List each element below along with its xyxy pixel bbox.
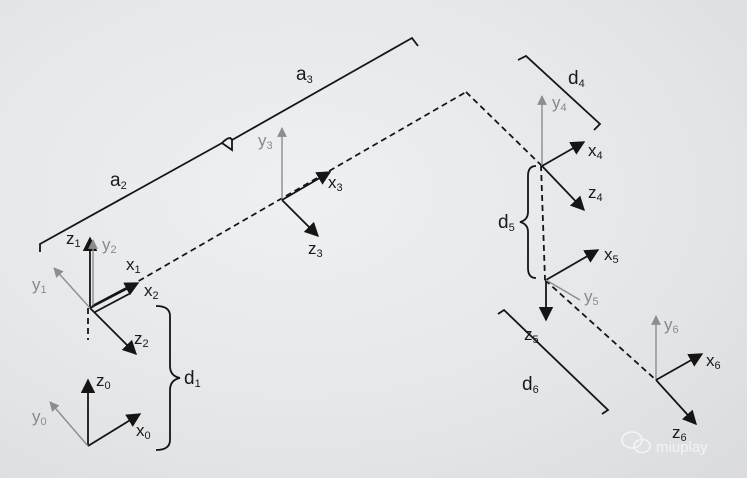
a2-a3-brace [39,36,419,252]
z3-axis [281,199,320,238]
label-z0: z0 [96,371,111,392]
label-x6: x6 [706,351,721,372]
label-z6: z6 [672,423,687,444]
d1-brace [155,305,181,451]
label-y1: y1 [32,275,47,296]
a2-a3-join [221,137,233,144]
link-1-2b [94,293,130,313]
label-z3: z3 [308,239,323,260]
frame-3 [277,127,332,238]
x4-axis [541,141,586,167]
d4-brace [517,54,602,131]
x6-axis [655,353,704,381]
label-z5: z5 [524,325,539,346]
watermark: miuplay [621,431,708,456]
dimension-labels: d1 a2 a3 d4 d5 d6 [110,64,585,396]
label-d4: d4 [568,68,585,90]
z4-axis [541,165,585,212]
label-d6: d6 [522,374,539,396]
z6-axis [655,379,697,426]
link-3-4-dashed [465,91,542,166]
label-a3: a3 [296,64,313,86]
wechat-icon [621,431,651,454]
x5-axis [545,249,600,281]
x1-axis [89,282,140,309]
frame-4 [537,95,586,212]
d6-brace [497,308,610,415]
dimension-braces [39,36,610,451]
label-x5: x5 [604,245,619,266]
label-d5: d5 [498,212,515,234]
label-y2: y2 [102,235,117,256]
label-d1: d1 [184,368,201,390]
frame-6 [651,315,704,426]
label-x0: x0 [136,421,151,442]
label-z1: z1 [66,229,81,250]
label-y4: y4 [552,93,567,114]
link-lines [87,91,657,381]
d5-brace [519,165,537,279]
label-z4: z4 [588,183,603,204]
label-y0: y0 [32,407,47,428]
z2-axis [89,307,138,356]
y5-axis [545,279,581,301]
link-5-6-dashed [544,279,657,381]
frame-1-2 [53,236,140,356]
axis-labels: z0 x0 y0 z1 y2 y1 x1 x2 z2 y3 x3 z3 y4 x… [32,93,721,444]
label-x1: x1 [126,255,141,276]
label-x2: x2 [144,281,159,302]
link-2-3-dashed [129,91,467,287]
y1-axis [53,267,91,309]
link-4-5-dashed [540,164,546,281]
frame-0 [49,378,142,447]
x0-axis [87,413,142,447]
label-y5: y5 [584,287,599,308]
label-x3: x3 [328,173,343,194]
watermark-text: miuplay [656,439,708,456]
label-x4: x4 [588,141,603,162]
y0-axis [49,401,89,447]
label-z2: z2 [134,329,149,350]
label-y3: y3 [258,131,273,152]
x3-axis [281,171,332,201]
label-a2: a2 [110,170,127,192]
label-y6: y6 [664,315,679,336]
frame-5 [538,249,600,322]
